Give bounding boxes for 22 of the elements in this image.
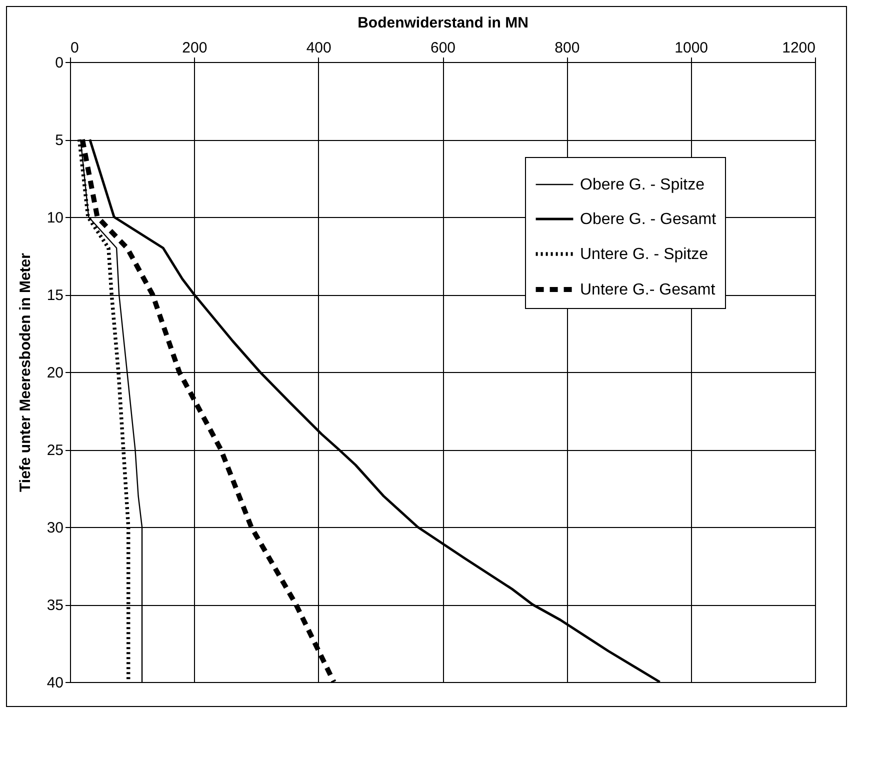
- y-tick-label: 0: [55, 54, 64, 72]
- y-tick-label: 40: [46, 674, 64, 692]
- y-tick-label: 5: [55, 132, 64, 149]
- y-tick-label: 25: [46, 442, 64, 459]
- y-tick-label: 10: [46, 210, 64, 226]
- legend-label: Obere G. - Spitze: [580, 176, 705, 194]
- x-tick-label: 1200: [782, 40, 816, 56]
- x-tick-label: 400: [306, 40, 332, 56]
- x-tick-label: 800: [554, 40, 580, 56]
- legend-label: Untere G. - Spitze: [580, 246, 708, 263]
- x-axis-title: Bodenwiderstand in MN: [358, 14, 528, 32]
- x-tick-label: 0: [70, 40, 79, 56]
- y-tick-label: 35: [46, 597, 64, 614]
- y-tick-label: 20: [46, 364, 64, 382]
- legend-label: Obere G. - Gesamt: [580, 211, 717, 228]
- x-tick-label: 200: [182, 40, 208, 56]
- y-axis-title: Tiefe unter Meeresboden in Meter: [16, 252, 34, 492]
- y-tick-label: 30: [46, 520, 64, 536]
- legend-label: Untere G.- Gesamt: [580, 282, 716, 298]
- y-tick-label: 15: [46, 287, 64, 304]
- x-tick-label: 600: [430, 40, 456, 56]
- x-tick-label: 1000: [674, 40, 708, 56]
